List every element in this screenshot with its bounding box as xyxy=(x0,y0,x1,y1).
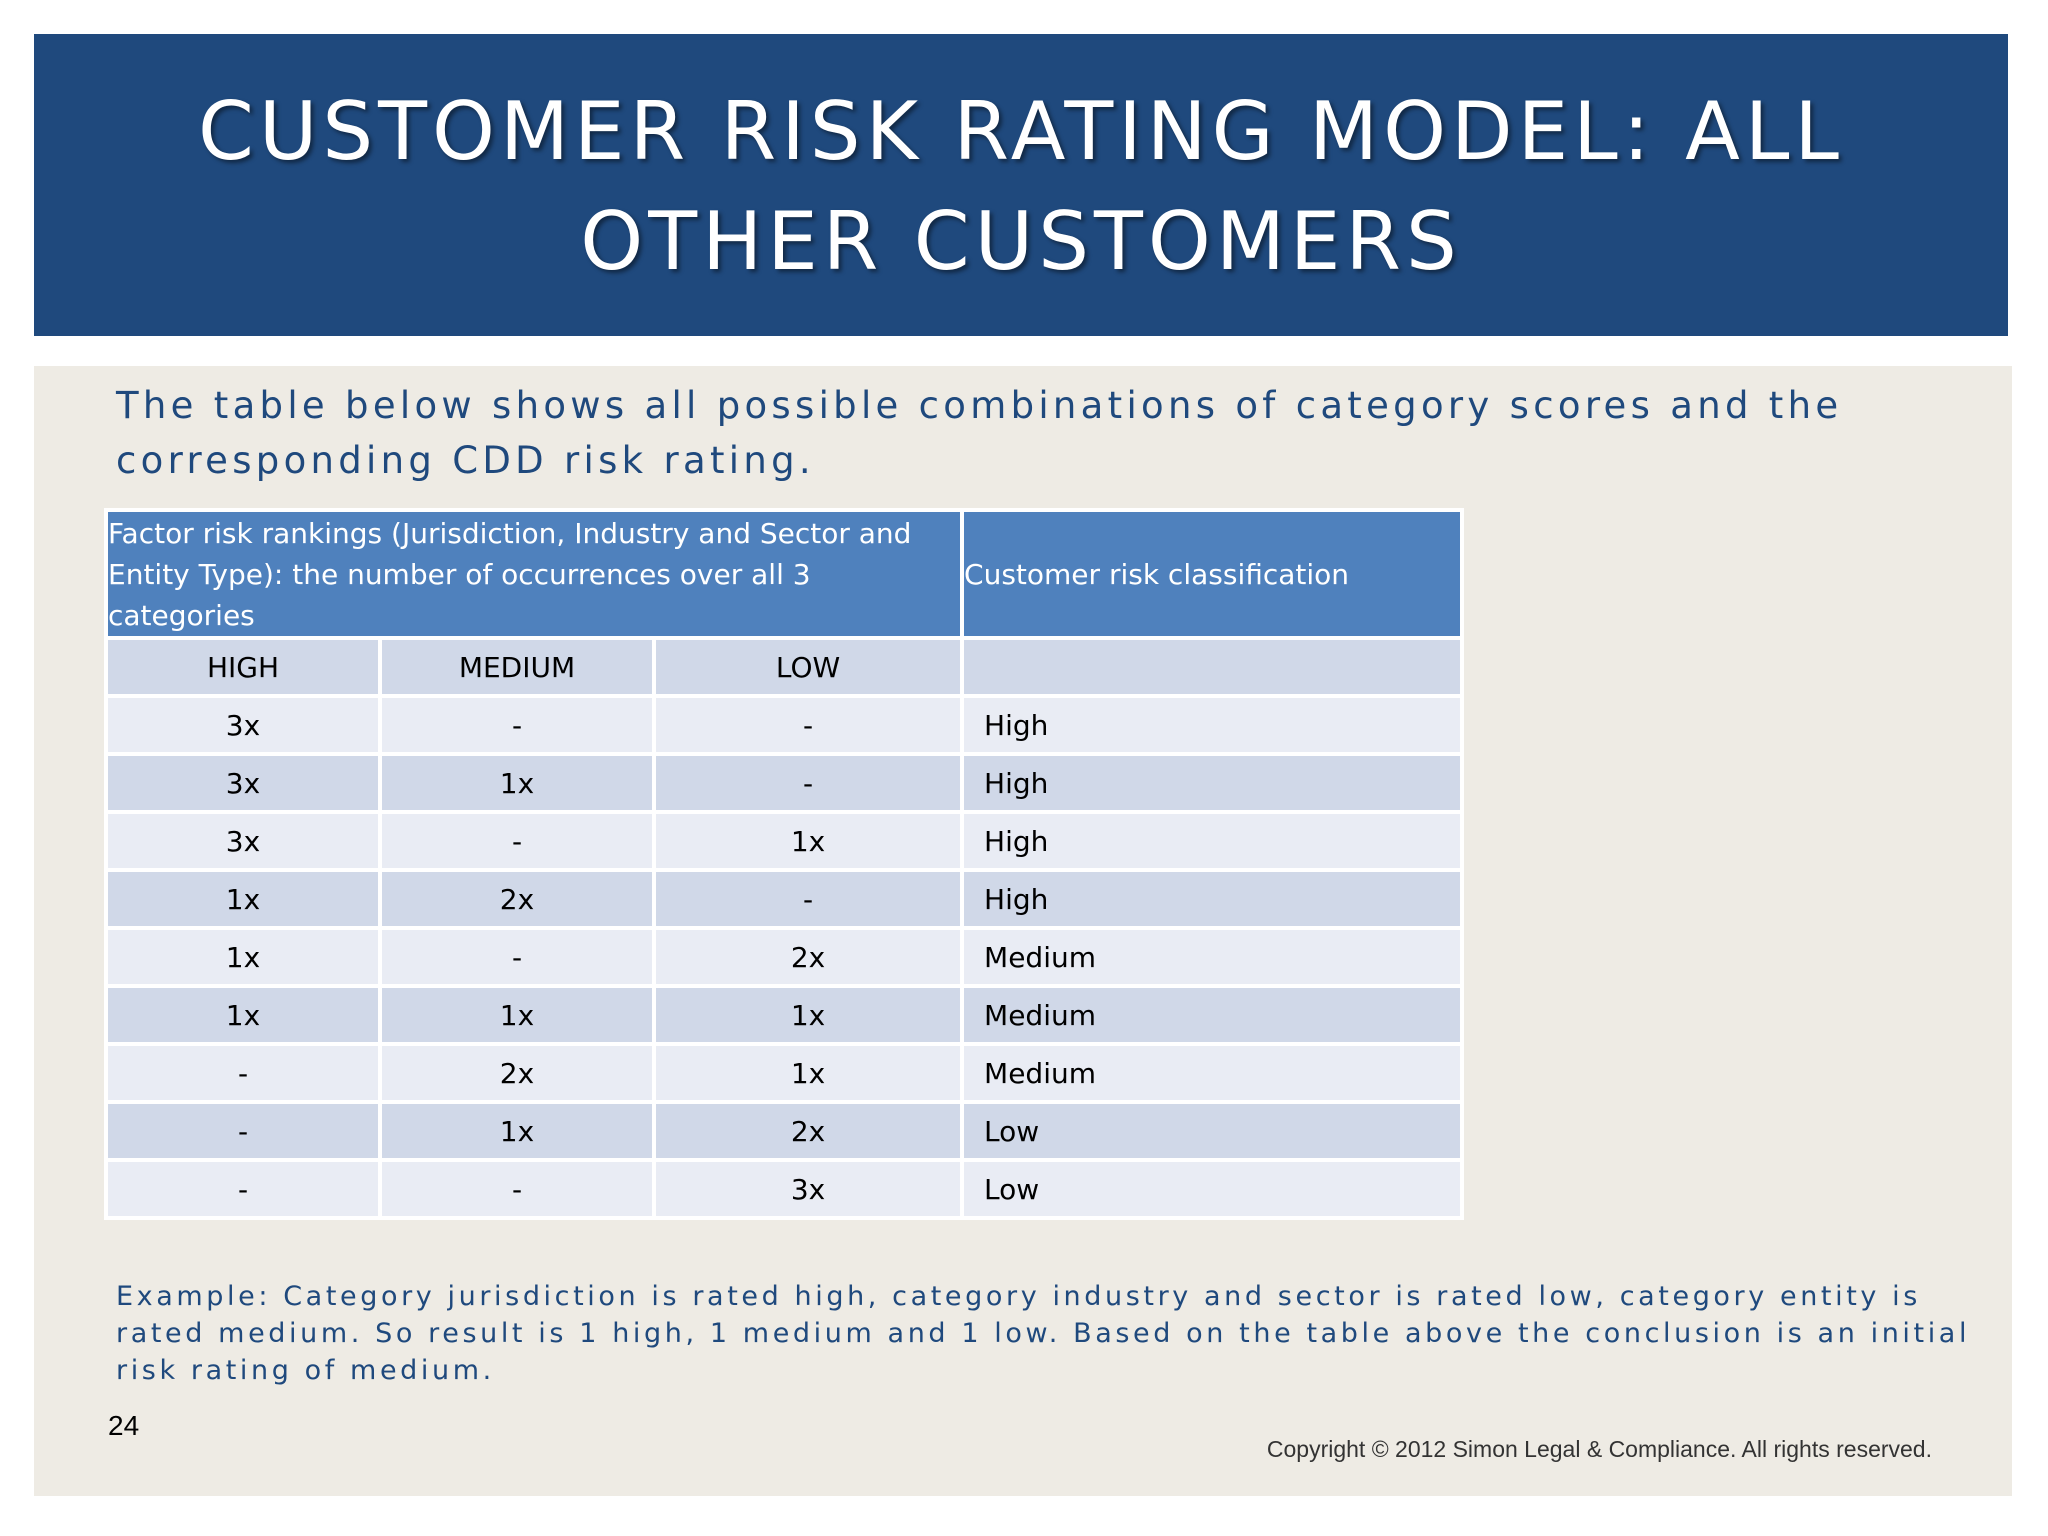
cell-medium: - xyxy=(378,1158,656,1220)
cell-low: 1x xyxy=(651,1042,965,1104)
cell-medium: - xyxy=(378,694,656,756)
cell-classification: Low xyxy=(960,1158,1465,1220)
cell-low: - xyxy=(651,868,965,930)
subheader-medium: MEDIUM xyxy=(378,636,656,698)
risk-table: Factor risk rankings (Jurisdiction, Indu… xyxy=(103,508,1465,1220)
cell-high: - xyxy=(104,1100,382,1162)
subheader-low: LOW xyxy=(651,636,965,698)
cell-high: 1x xyxy=(104,984,382,1046)
table-row: 1x 2x - High xyxy=(104,868,1465,930)
cell-classification: High xyxy=(960,752,1465,814)
cell-classification: High xyxy=(960,694,1465,756)
table-row: 3x -1x High xyxy=(104,810,1465,872)
cell-medium: - xyxy=(378,926,656,988)
cell-classification: Medium xyxy=(960,984,1465,1046)
cell-low: 2x xyxy=(651,1100,965,1162)
cell-medium: 2x xyxy=(378,1042,656,1104)
table-row: 3x - - High xyxy=(104,694,1465,756)
cell-classification: High xyxy=(960,810,1465,872)
header-classification: Customer risk classification xyxy=(960,508,1465,640)
intro-text: The table below shows all possible combi… xyxy=(116,384,1843,482)
cell-classification: Low xyxy=(960,1100,1465,1162)
cell-medium: - xyxy=(378,810,656,872)
cell-low: 3x xyxy=(651,1158,965,1220)
cell-low: 1x xyxy=(651,984,965,1046)
table-header-row: Factor risk rankings (Jurisdiction, Indu… xyxy=(103,508,1465,640)
cell-low: - xyxy=(651,694,965,756)
cell-high: 3x xyxy=(104,752,382,814)
cell-medium: 1x xyxy=(378,984,656,1046)
cell-classification: Medium xyxy=(960,926,1465,988)
subheader-high: HIGH xyxy=(104,636,382,698)
table-row: -2x 1x Medium xyxy=(104,1042,1465,1104)
cell-low: 2x xyxy=(651,926,965,988)
cell-high: 1x xyxy=(104,868,382,930)
subheader-classification xyxy=(960,636,1465,698)
cell-high: 1x xyxy=(104,926,382,988)
cell-medium: 1x xyxy=(378,752,656,814)
header-factor: Factor risk rankings (Jurisdiction, Indu… xyxy=(103,508,965,640)
cell-high: 3x xyxy=(104,810,382,872)
cell-classification: Medium xyxy=(960,1042,1465,1104)
cell-classification: High xyxy=(960,868,1465,930)
cell-low: - xyxy=(651,752,965,814)
cell-medium: 1x xyxy=(378,1100,656,1162)
table-row: 1x -2x Medium xyxy=(104,926,1465,988)
page-number: 24 xyxy=(108,1410,140,1441)
title-bar: CUSTOMER RISK RATING MODEL: ALL OTHER CU… xyxy=(34,34,2008,336)
table-row: 1x 1x 1x Medium xyxy=(104,984,1465,1046)
content-panel: The table below shows all possible combi… xyxy=(34,366,2012,1496)
cell-high: 3x xyxy=(104,694,382,756)
cell-medium: 2x xyxy=(378,868,656,930)
cell-high: - xyxy=(104,1042,382,1104)
table-row: -1x 2x Low xyxy=(104,1100,1465,1162)
table-row: - -3x Low xyxy=(104,1158,1465,1220)
copyright-text: Copyright © 2012 Simon Legal & Complianc… xyxy=(1266,1436,1932,1462)
table-row: 3x 1x - High xyxy=(104,752,1465,814)
cell-low: 1x xyxy=(651,810,965,872)
table-subheader-row: HIGH MEDIUM LOW xyxy=(104,636,1465,698)
example-text: Example: Category jurisdiction is rated … xyxy=(116,1281,1971,1386)
cell-high: - xyxy=(104,1158,382,1220)
slide-title: CUSTOMER RISK RATING MODEL: ALL OTHER CU… xyxy=(197,85,1844,288)
